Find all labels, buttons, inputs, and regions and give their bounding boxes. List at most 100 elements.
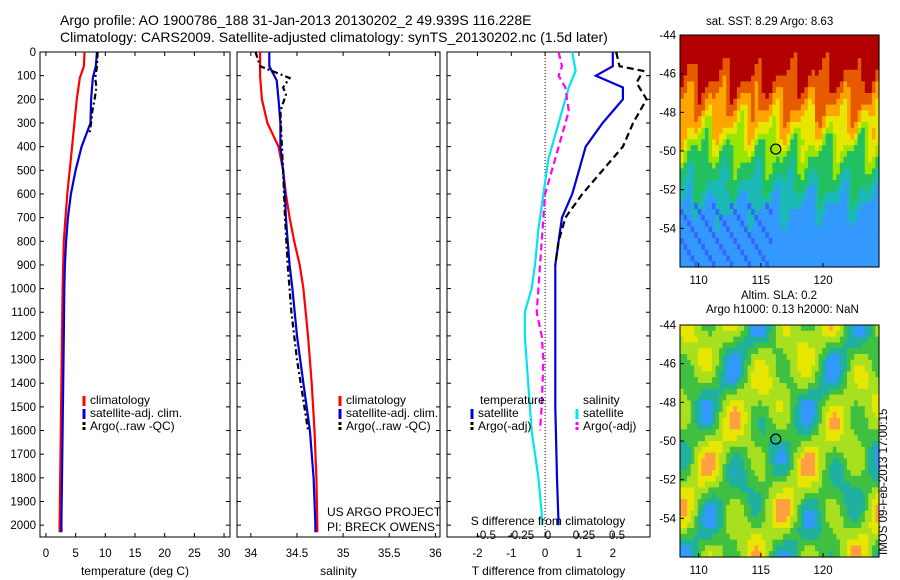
map-cell — [768, 35, 773, 42]
map-cell — [829, 371, 834, 378]
map-cell — [722, 127, 727, 135]
map-cell — [694, 452, 699, 459]
map-cell — [744, 174, 749, 181]
map-cell — [712, 238, 717, 245]
map-cell — [861, 528, 866, 535]
map-cell — [704, 383, 710, 390]
map-cell — [729, 429, 734, 436]
map-cell — [744, 475, 749, 483]
map-cell — [736, 458, 742, 465]
map-cell — [861, 377, 866, 384]
map-cell — [847, 365, 852, 372]
map-cell — [850, 412, 855, 419]
map-cell — [804, 475, 809, 483]
map-cell — [779, 87, 784, 94]
map-cell — [768, 365, 773, 372]
map-cell — [815, 446, 820, 454]
map-cell — [726, 330, 731, 338]
map-cell — [797, 377, 802, 384]
map-cell — [797, 470, 802, 477]
map-cell — [690, 261, 695, 268]
map-cell — [818, 342, 823, 349]
map-cell — [811, 359, 816, 367]
map-cell — [715, 475, 720, 483]
map-cell — [697, 180, 702, 187]
map-cell — [712, 243, 717, 251]
map-cell — [754, 214, 759, 222]
map-cell — [687, 545, 692, 552]
map-cell — [683, 388, 688, 396]
map-cell — [683, 441, 688, 448]
map-cell — [815, 168, 820, 175]
map-cell — [793, 325, 798, 332]
map-cell — [829, 383, 834, 390]
map-cell — [765, 458, 770, 465]
map-cell — [857, 168, 862, 175]
map-cell — [697, 330, 702, 338]
map-cell — [847, 400, 852, 407]
map-cell — [726, 58, 731, 65]
map-cell — [793, 180, 798, 187]
map-cell — [839, 255, 845, 262]
map-cell — [715, 487, 720, 494]
map-cell — [683, 359, 688, 367]
map-cell — [871, 539, 877, 546]
map-cell — [708, 377, 713, 384]
map-cell — [726, 470, 731, 477]
map-cell — [694, 209, 699, 216]
map-cell — [715, 81, 720, 88]
map-cell — [836, 214, 841, 222]
map-cell — [694, 365, 699, 372]
map-cell — [868, 174, 873, 181]
argo-position-marker — [770, 143, 782, 155]
map-cell — [758, 261, 763, 268]
map-cell — [843, 388, 848, 396]
map-cell — [875, 400, 880, 407]
map-cell — [683, 493, 688, 500]
map-cell — [680, 365, 685, 372]
legend-title-temperature: temperature — [480, 393, 545, 407]
map-cell — [719, 487, 724, 494]
map-cell — [690, 400, 695, 407]
map-x-tick-label: 120 — [813, 275, 832, 287]
map-cell — [829, 185, 834, 193]
map-cell — [701, 93, 706, 100]
map-cell — [839, 81, 845, 88]
map-cell — [751, 348, 756, 355]
map-cell — [793, 151, 798, 158]
map-cell — [708, 255, 713, 262]
map-cell — [775, 516, 781, 523]
map-cell — [726, 522, 731, 529]
map-cell — [754, 528, 759, 535]
map-cell — [797, 40, 802, 48]
map-cell — [712, 226, 717, 233]
map-cell — [818, 255, 823, 262]
map-cell — [871, 127, 877, 135]
map-cell — [765, 40, 770, 48]
map-cell — [733, 423, 738, 430]
map-cell — [804, 406, 809, 413]
map-cell — [740, 470, 745, 477]
map-cell — [875, 104, 880, 111]
map-cell — [722, 214, 727, 222]
map-cell — [697, 504, 702, 512]
map-cell — [815, 151, 820, 158]
map-cell — [807, 180, 813, 187]
map-cell — [786, 481, 791, 488]
map-cell — [815, 423, 820, 430]
map-cell — [818, 406, 823, 413]
map-cell — [793, 116, 798, 123]
map-cell — [861, 388, 866, 396]
map-cell — [712, 156, 717, 164]
map-cell — [811, 435, 816, 442]
map-cell — [804, 104, 809, 111]
map-cell — [775, 87, 781, 94]
map-cell — [839, 330, 845, 338]
map-cell — [733, 69, 738, 77]
map-cell — [751, 325, 756, 332]
map-cell — [715, 104, 720, 111]
map-cell — [832, 220, 837, 227]
map-cell — [847, 359, 852, 367]
map-cell — [847, 261, 852, 268]
map-cell — [818, 185, 823, 193]
